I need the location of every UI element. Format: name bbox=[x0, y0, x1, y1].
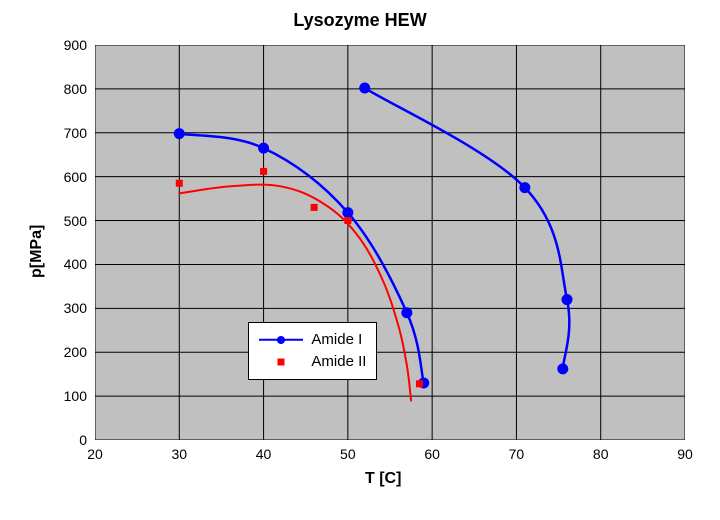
chart-title: Lysozyme HEW bbox=[0, 10, 720, 31]
y-tick-label: 100 bbox=[64, 388, 87, 404]
legend-label: Amide I bbox=[311, 331, 362, 348]
y-tick-label: 800 bbox=[64, 81, 87, 97]
y-axis-title: p[MPa] bbox=[28, 224, 46, 277]
x-tick-label: 60 bbox=[424, 446, 440, 462]
legend-item: Amide I bbox=[259, 329, 366, 351]
x-tick-label: 20 bbox=[87, 446, 103, 462]
x-tick-label: 90 bbox=[677, 446, 693, 462]
legend-item: Amide II bbox=[259, 351, 366, 373]
y-tick-label: 700 bbox=[64, 125, 87, 141]
y-tick-label: 0 bbox=[79, 432, 87, 448]
y-tick-label: 900 bbox=[64, 37, 87, 53]
legend-label: Amide II bbox=[311, 353, 366, 370]
x-tick-label: 30 bbox=[171, 446, 187, 462]
square-icon bbox=[278, 358, 285, 365]
legend-swatch bbox=[259, 330, 303, 350]
chart-container: Lysozyme HEW Amide I Amide II p[MPa] T [C… bbox=[0, 0, 720, 520]
y-tick-label: 500 bbox=[64, 213, 87, 229]
plot-svg bbox=[95, 45, 685, 440]
x-tick-label: 50 bbox=[340, 446, 356, 462]
x-tick-label: 80 bbox=[593, 446, 609, 462]
plot-area: Amide I Amide II bbox=[95, 45, 685, 440]
circle-icon bbox=[277, 336, 285, 344]
y-tick-label: 600 bbox=[64, 169, 87, 185]
legend: Amide I Amide II bbox=[248, 322, 377, 380]
y-tick-label: 200 bbox=[64, 344, 87, 360]
x-axis-title: T [C] bbox=[365, 470, 401, 488]
x-tick-label: 40 bbox=[256, 446, 272, 462]
legend-swatch bbox=[259, 352, 303, 372]
x-tick-label: 70 bbox=[509, 446, 525, 462]
y-tick-label: 300 bbox=[64, 300, 87, 316]
y-tick-label: 400 bbox=[64, 256, 87, 272]
